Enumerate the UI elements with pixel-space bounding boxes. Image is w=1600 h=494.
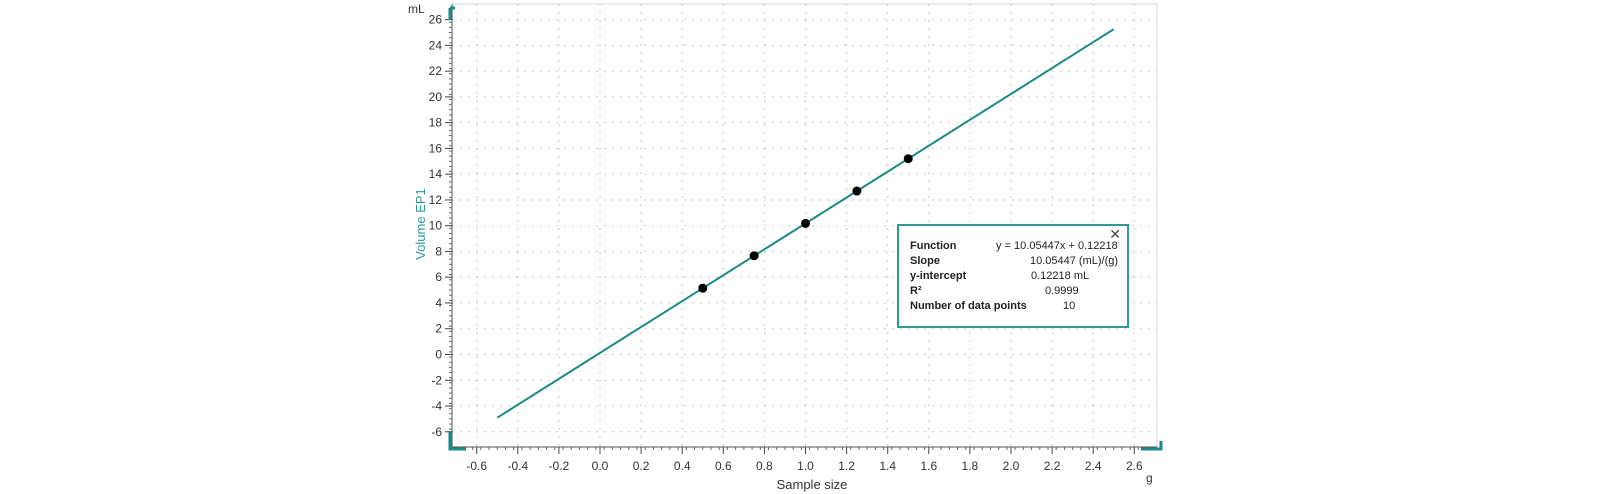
y-tick-label: 26 [429, 13, 443, 27]
grid [452, 4, 1157, 447]
x-tick-label: 1.8 [962, 459, 979, 473]
y-axis-title: Volume EP1 [413, 188, 428, 260]
data-points [698, 154, 913, 293]
x-unit-label: g [1146, 471, 1153, 485]
y-unit-label: mL [408, 2, 425, 16]
data-point [749, 251, 759, 261]
data-point [801, 218, 810, 228]
y-tick-label: 0 [435, 348, 442, 362]
intercept-row: y-intercept 0.12218 mL [910, 270, 1117, 284]
y-tick-label: -2 [431, 373, 442, 387]
x-tick-label: 0.8 [756, 459, 773, 473]
slope-label: Slope [910, 255, 940, 267]
y-tick-label: 18 [429, 116, 443, 130]
r-squared-row: R² 0.9999 [910, 285, 1117, 299]
y-tick-label: 24 [429, 38, 443, 52]
function-row: Function y = 10.05447x + 0.12218 [910, 240, 1118, 254]
r-squared-value: 0.9999 [1045, 285, 1079, 297]
data-points-label: Number of data points [910, 300, 1027, 312]
function-label: Function [910, 240, 957, 252]
x-tick-label: 2.6 [1126, 459, 1143, 473]
y-tick-label: 4 [435, 296, 442, 310]
x-axis-title: Sample size [777, 477, 848, 492]
y-tick-label: 20 [429, 90, 443, 104]
x-tick-label: 1.0 [797, 459, 814, 473]
data-points-value: 10 [1063, 300, 1076, 312]
y-tick-label: 12 [429, 193, 443, 207]
x-tick-label: -0.4 [507, 459, 528, 473]
y-tick-label: 10 [429, 219, 443, 233]
y-tick-label: 16 [429, 141, 443, 155]
x-axis-end-marker [1141, 441, 1163, 451]
data-point [852, 186, 862, 196]
intercept-value: 0.12218 mL [1031, 270, 1090, 282]
function-value: y = 10.05447x + 0.12218 [996, 240, 1118, 252]
y-tick-label: -4 [431, 399, 442, 413]
x-tick-label: -0.2 [549, 459, 570, 473]
x-tick-label: -0.6 [466, 459, 487, 473]
slope-row: Slope 10.05447 (mL)/(g) [910, 255, 1119, 269]
intercept-label: y-intercept [910, 270, 967, 282]
data-point [903, 154, 913, 164]
slope-value: 10.05447 (mL)/(g) [1030, 255, 1119, 267]
x-tick-label: 0.2 [633, 459, 650, 473]
y-tick-label: 6 [435, 270, 442, 284]
y-tick-label: -6 [431, 425, 442, 439]
x-tick-label: 2.0 [1003, 459, 1020, 473]
x-tick-label: 2.2 [1044, 459, 1061, 473]
x-tick-label: 1.2 [838, 459, 855, 473]
y-axis-top-marker [448, 6, 455, 20]
axis-origin-marker [448, 431, 466, 451]
close-icon[interactable]: ✕ [1109, 226, 1121, 242]
x-tick-label: 1.6 [920, 459, 937, 473]
r-squared-label: R² [910, 285, 922, 297]
y-tick-label: 2 [435, 322, 442, 336]
y-tick-label: 8 [435, 244, 442, 258]
data-point [698, 283, 708, 293]
y-tick-label: 14 [429, 167, 443, 181]
x-tick-label: 0.6 [715, 459, 732, 473]
x-tick-label: 0.4 [674, 459, 691, 473]
y-tick-label: 22 [429, 64, 443, 78]
data-points-row: Number of data points 10 [910, 300, 1117, 314]
x-tick-label: 1.4 [879, 459, 896, 473]
x-tick-label: 0.0 [592, 459, 609, 473]
regression-info-panel: ✕ Function y = 10.05447x + 0.12218 Slope… [897, 224, 1129, 328]
x-tick-label: 2.4 [1085, 459, 1102, 473]
